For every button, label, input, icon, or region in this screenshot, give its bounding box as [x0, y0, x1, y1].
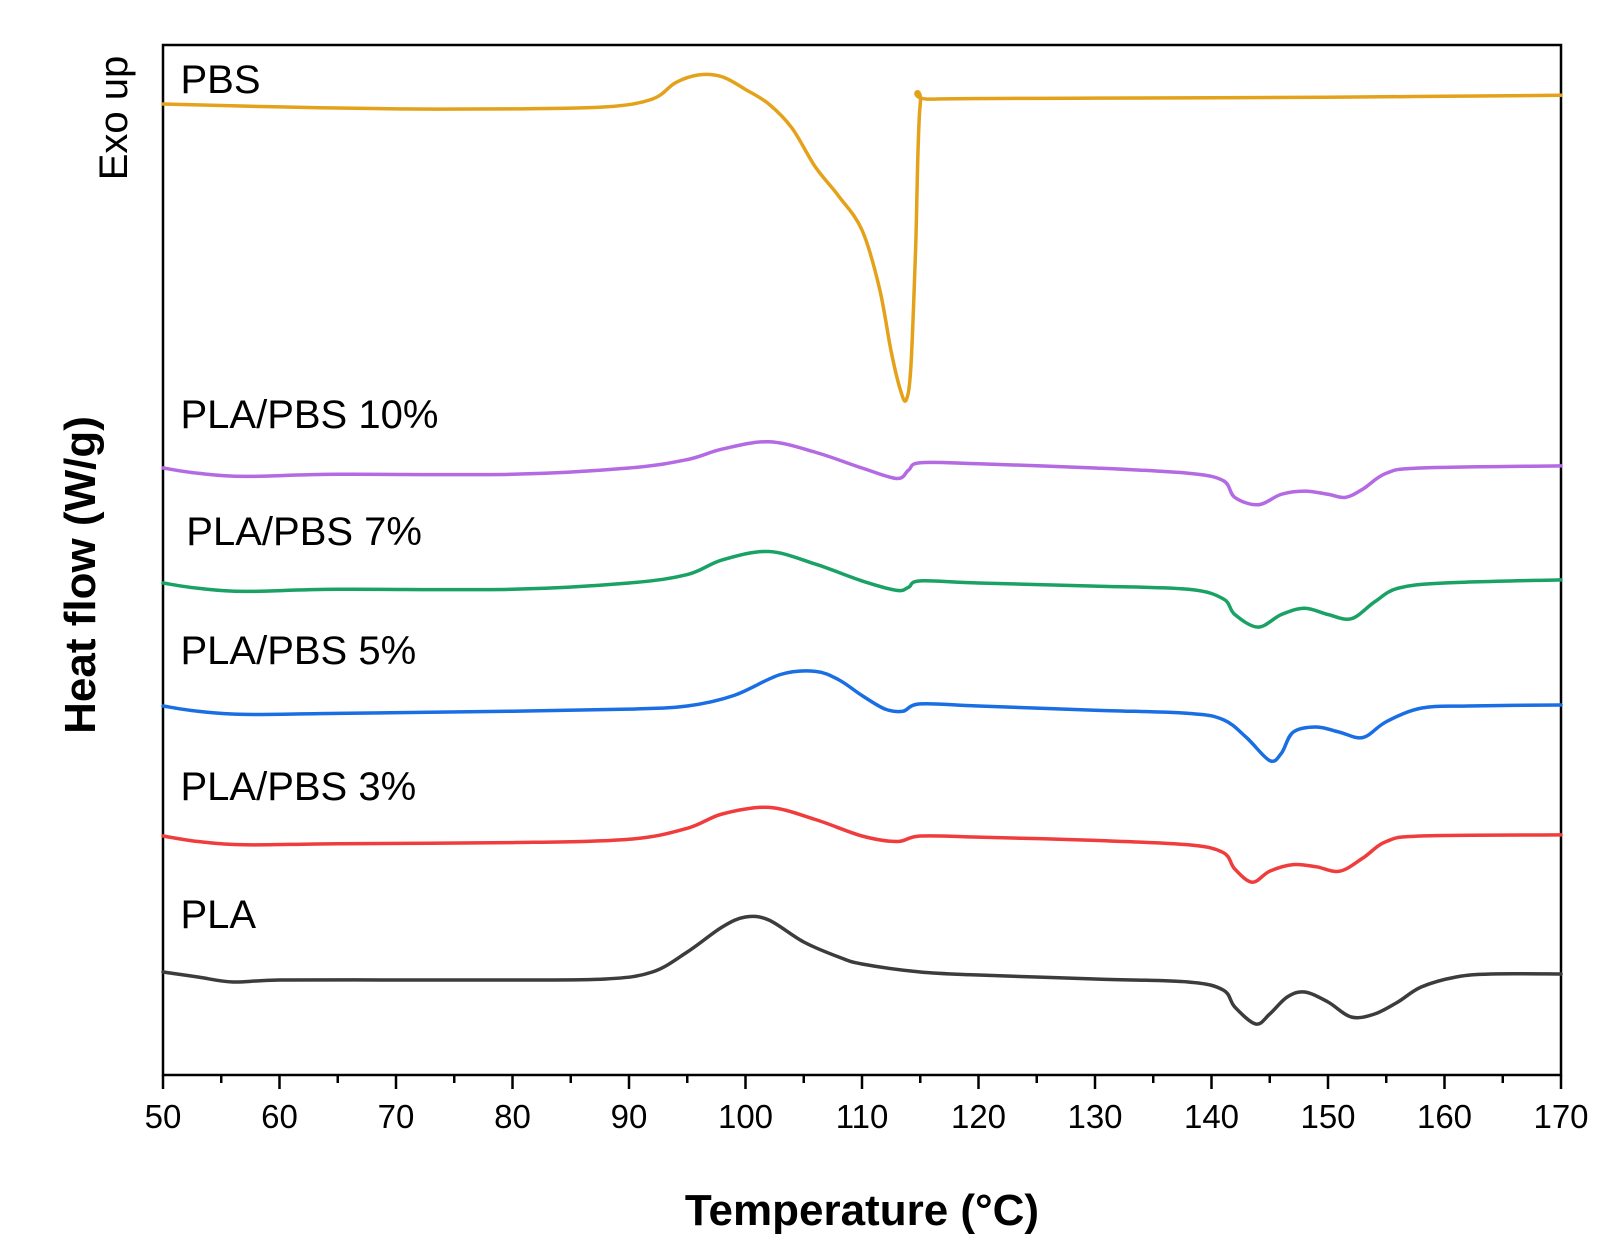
x-tick-label: 100: [718, 1098, 773, 1135]
series-label-pla-pbs-5: PLA/PBS 5%: [180, 629, 416, 673]
x-tick-label: 80: [494, 1098, 531, 1135]
x-tick-label: 70: [378, 1098, 415, 1135]
x-axis-title: Temperature (°C): [685, 1186, 1039, 1235]
series-line-pbs: [161, 72, 1563, 403]
series-label-pla: PLA: [180, 893, 256, 937]
y-axis-title: Heat flow (W/g): [56, 416, 105, 734]
series-label-pla-pbs-10: PLA/PBS 10%: [180, 393, 438, 437]
x-tick-label: 160: [1417, 1098, 1472, 1135]
series-label-pla-pbs-3: PLA/PBS 3%: [180, 765, 416, 809]
x-tick-label: 120: [951, 1098, 1006, 1135]
series-line-pla-pbs-3: [161, 805, 1563, 884]
x-tick-label: 90: [611, 1098, 648, 1135]
x-tick-label: 170: [1533, 1098, 1588, 1135]
series-line-pla-pbs-5: [161, 669, 1563, 763]
x-tick-label: 60: [261, 1098, 298, 1135]
series-line-pla: [161, 914, 1563, 1026]
series-line-pla-pbs-7: [161, 549, 1563, 629]
series-label-pla-pbs-7: PLA/PBS 7%: [186, 510, 422, 554]
series-line-pla-pbs-10: [161, 439, 1563, 507]
x-axis-ticks: 50 60 70 80 90 100 110 120 130 140 150 160 170: [145, 1075, 1589, 1135]
exo-up-annotation: Exo up: [92, 56, 136, 181]
x-tick-label: 140: [1184, 1098, 1239, 1135]
x-tick-label: 150: [1300, 1098, 1355, 1135]
x-tick-label: 110: [836, 1098, 889, 1135]
x-tick-label: 50: [145, 1098, 182, 1135]
series-label-layer: PBS PLA/PBS 10% PLA/PBS 7% PLA/PBS 5% PLA/PB…: [180, 58, 438, 937]
series-label-pbs: PBS: [180, 58, 260, 102]
plot-frame: [161, 43, 1563, 1077]
x-tick-label: 130: [1067, 1098, 1122, 1135]
series-layer: [161, 72, 1563, 1026]
